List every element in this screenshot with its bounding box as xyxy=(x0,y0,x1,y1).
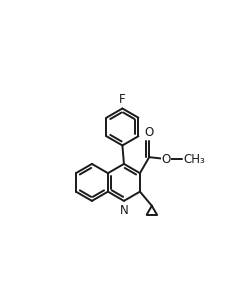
Text: F: F xyxy=(119,93,126,106)
Text: N: N xyxy=(120,204,128,217)
Text: O: O xyxy=(161,153,170,166)
Text: O: O xyxy=(144,126,154,139)
Text: CH₃: CH₃ xyxy=(183,153,205,166)
